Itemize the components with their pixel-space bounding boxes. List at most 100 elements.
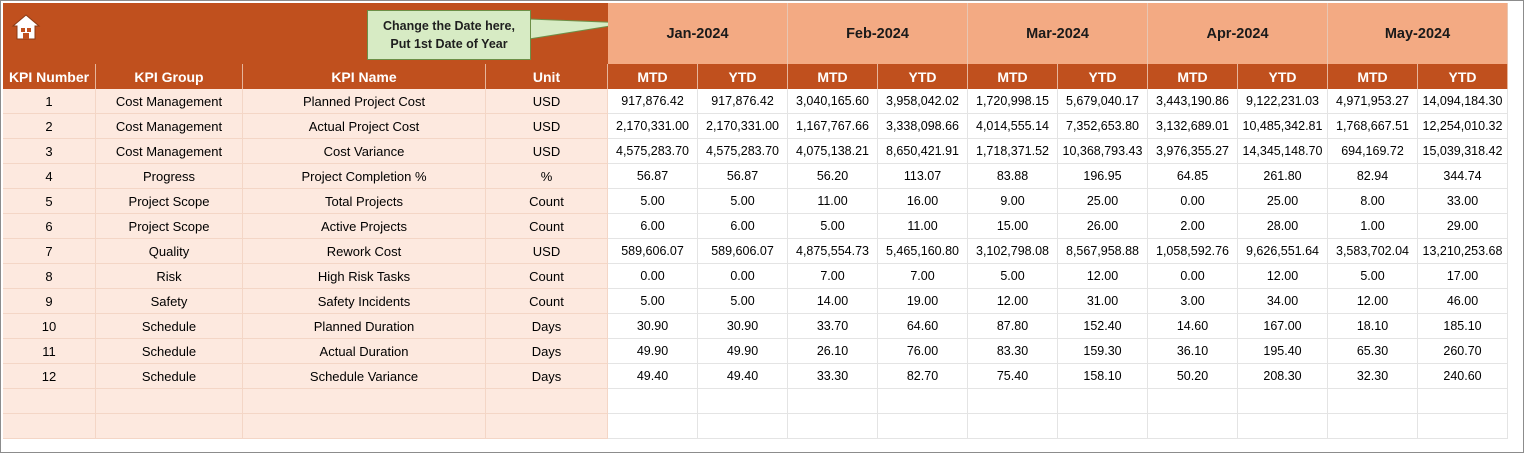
table-cell[interactable]: Cost Management bbox=[96, 114, 243, 139]
column-header-kpi-group[interactable]: KPI Group bbox=[96, 64, 243, 89]
table-cell[interactable]: 12.00 bbox=[968, 289, 1058, 314]
table-cell[interactable]: 12,254,010.32 bbox=[1418, 114, 1508, 139]
table-cell[interactable]: 9.00 bbox=[968, 189, 1058, 214]
table-cell[interactable]: 30.90 bbox=[608, 314, 698, 339]
table-cell[interactable]: 4,971,953.27 bbox=[1328, 89, 1418, 114]
table-cell[interactable]: 0.00 bbox=[608, 264, 698, 289]
table-cell[interactable]: 13,210,253.68 bbox=[1418, 239, 1508, 264]
table-cell[interactable]: Schedule bbox=[96, 364, 243, 389]
table-cell[interactable]: Project Scope bbox=[96, 189, 243, 214]
table-cell[interactable]: 3,583,702.04 bbox=[1328, 239, 1418, 264]
table-cell[interactable]: 3,338,098.66 bbox=[878, 114, 968, 139]
table-cell[interactable]: 7.00 bbox=[788, 264, 878, 289]
table-cell[interactable]: Days bbox=[486, 314, 608, 339]
date-hint-callout[interactable]: Change the Date here, Put 1st Date of Ye… bbox=[367, 10, 531, 60]
table-cell[interactable]: 26.10 bbox=[788, 339, 878, 364]
table-cell[interactable]: 8.00 bbox=[1328, 189, 1418, 214]
table-cell[interactable]: 17.00 bbox=[1418, 264, 1508, 289]
table-cell[interactable] bbox=[486, 389, 608, 414]
table-cell[interactable]: 12.00 bbox=[1058, 264, 1148, 289]
table-cell[interactable]: 75.40 bbox=[968, 364, 1058, 389]
table-cell[interactable] bbox=[1328, 389, 1418, 414]
table-cell[interactable]: Planned Duration bbox=[243, 314, 486, 339]
table-cell[interactable] bbox=[486, 414, 608, 439]
table-cell[interactable]: 31.00 bbox=[1058, 289, 1148, 314]
table-cell[interactable]: 12.00 bbox=[1328, 289, 1418, 314]
table-cell[interactable]: Risk bbox=[96, 264, 243, 289]
table-cell[interactable]: 15.00 bbox=[968, 214, 1058, 239]
table-cell[interactable]: 8,567,958.88 bbox=[1058, 239, 1148, 264]
column-header-ytd[interactable]: YTD bbox=[698, 64, 788, 89]
table-cell[interactable]: 36.10 bbox=[1148, 339, 1238, 364]
table-cell[interactable]: 2,170,331.00 bbox=[608, 114, 698, 139]
column-header-kpi-number[interactable]: KPI Number bbox=[3, 64, 96, 89]
table-cell[interactable]: % bbox=[486, 164, 608, 189]
table-cell[interactable]: 26.00 bbox=[1058, 214, 1148, 239]
table-cell[interactable]: Schedule Variance bbox=[243, 364, 486, 389]
table-cell[interactable]: 14.00 bbox=[788, 289, 878, 314]
table-cell[interactable] bbox=[878, 414, 968, 439]
table-cell[interactable]: 64.85 bbox=[1148, 164, 1238, 189]
table-cell[interactable]: 5.00 bbox=[968, 264, 1058, 289]
column-header-mtd[interactable]: MTD bbox=[608, 64, 698, 89]
table-cell[interactable]: 5.00 bbox=[698, 189, 788, 214]
table-cell[interactable]: Quality bbox=[96, 239, 243, 264]
table-cell[interactable]: Progress bbox=[96, 164, 243, 189]
table-cell[interactable]: 917,876.42 bbox=[608, 89, 698, 114]
table-cell[interactable] bbox=[1328, 414, 1418, 439]
table-cell[interactable]: 3,443,190.86 bbox=[1148, 89, 1238, 114]
table-cell[interactable] bbox=[1058, 389, 1148, 414]
table-cell[interactable]: USD bbox=[486, 114, 608, 139]
table-cell[interactable]: 11.00 bbox=[788, 189, 878, 214]
table-cell[interactable]: 589,606.07 bbox=[698, 239, 788, 264]
table-cell[interactable]: Safety Incidents bbox=[243, 289, 486, 314]
table-cell[interactable]: 49.90 bbox=[698, 339, 788, 364]
table-cell[interactable]: Active Projects bbox=[243, 214, 486, 239]
table-cell[interactable]: Project Scope bbox=[96, 214, 243, 239]
table-cell[interactable] bbox=[3, 414, 96, 439]
table-cell[interactable]: 1,167,767.66 bbox=[788, 114, 878, 139]
column-header-ytd[interactable]: YTD bbox=[1238, 64, 1328, 89]
table-cell[interactable] bbox=[1418, 414, 1508, 439]
table-cell[interactable]: 10 bbox=[3, 314, 96, 339]
table-cell[interactable]: 4,575,283.70 bbox=[608, 139, 698, 164]
table-cell[interactable]: Actual Duration bbox=[243, 339, 486, 364]
table-cell[interactable]: 4 bbox=[3, 164, 96, 189]
table-cell[interactable]: 2,170,331.00 bbox=[698, 114, 788, 139]
column-header-mtd[interactable]: MTD bbox=[788, 64, 878, 89]
table-cell[interactable]: 6 bbox=[3, 214, 96, 239]
table-cell[interactable]: 9 bbox=[3, 289, 96, 314]
table-cell[interactable]: 49.90 bbox=[608, 339, 698, 364]
table-cell[interactable]: 5.00 bbox=[608, 289, 698, 314]
table-cell[interactable]: 3,976,355.27 bbox=[1148, 139, 1238, 164]
table-cell[interactable]: 3,132,689.01 bbox=[1148, 114, 1238, 139]
table-cell[interactable] bbox=[3, 389, 96, 414]
table-cell[interactable]: 196.95 bbox=[1058, 164, 1148, 189]
table-cell[interactable]: 19.00 bbox=[878, 289, 968, 314]
table-cell[interactable]: Actual Project Cost bbox=[243, 114, 486, 139]
column-header-mtd[interactable]: MTD bbox=[968, 64, 1058, 89]
table-cell[interactable]: 152.40 bbox=[1058, 314, 1148, 339]
table-cell[interactable]: 589,606.07 bbox=[608, 239, 698, 264]
table-cell[interactable]: 25.00 bbox=[1238, 189, 1328, 214]
table-cell[interactable] bbox=[968, 414, 1058, 439]
table-cell[interactable] bbox=[1238, 389, 1328, 414]
table-cell[interactable]: 4,875,554.73 bbox=[788, 239, 878, 264]
table-cell[interactable]: 33.70 bbox=[788, 314, 878, 339]
table-cell[interactable]: 3,958,042.02 bbox=[878, 89, 968, 114]
table-cell[interactable]: 76.00 bbox=[878, 339, 968, 364]
table-cell[interactable]: 83.30 bbox=[968, 339, 1058, 364]
table-cell[interactable] bbox=[1148, 414, 1238, 439]
table-cell[interactable]: 49.40 bbox=[608, 364, 698, 389]
table-cell[interactable]: Count bbox=[486, 214, 608, 239]
home-button[interactable] bbox=[11, 13, 41, 41]
table-cell[interactable]: 33.00 bbox=[1418, 189, 1508, 214]
table-cell[interactable]: 50.20 bbox=[1148, 364, 1238, 389]
table-cell[interactable]: 25.00 bbox=[1058, 189, 1148, 214]
table-cell[interactable]: 3,102,798.08 bbox=[968, 239, 1058, 264]
table-cell[interactable]: 49.40 bbox=[698, 364, 788, 389]
table-cell[interactable]: 158.10 bbox=[1058, 364, 1148, 389]
table-cell[interactable]: 65.30 bbox=[1328, 339, 1418, 364]
table-cell[interactable]: 240.60 bbox=[1418, 364, 1508, 389]
table-cell[interactable]: 87.80 bbox=[968, 314, 1058, 339]
